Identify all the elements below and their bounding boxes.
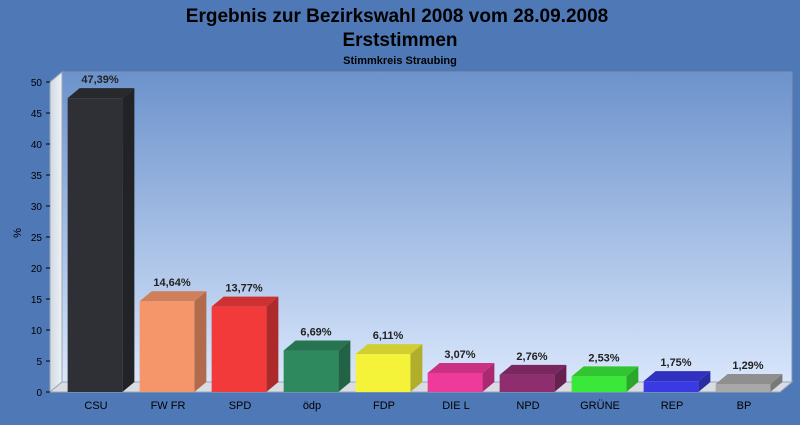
y-tick-label: 15 [31,295,43,306]
y-tick-label: 40 [31,140,43,151]
bar-side [410,344,423,392]
bar-top [643,371,711,382]
bar-front [283,350,339,392]
x-tick-label: FW FR [151,400,186,412]
y-axis: 0 5 10 15 20 25 30 35 40 45 50 [31,78,50,399]
y-tick-label: 0 [36,388,42,399]
x-tick-label: CSU [84,400,107,412]
bar-value-label: 1,29% [732,360,763,372]
chart-subtitle: Erststimmen [342,30,457,51]
bar-npd: 2,76% [499,351,567,392]
y-tick-label: 25 [31,233,43,244]
bar-value-label: 13,77% [225,283,263,295]
bar-top [283,340,351,351]
bar-fdp: 6,11% [355,330,423,392]
bar-front [427,372,483,392]
plot-side-wall [49,70,63,394]
bar-die-l: 3,07% [427,349,495,392]
y-tick-label: 50 [31,78,43,89]
bar-top [571,366,639,377]
bar-csu: 47,39% [67,74,135,392]
x-tick-label: SPD [229,400,252,412]
x-tick-label: ödp [303,400,321,412]
bar-top [67,88,135,99]
y-axis-label: % [12,228,24,238]
bar-grüne: 2,53% [571,352,639,392]
x-tick-label: REP [661,400,684,412]
bar-value-label: 2,76% [516,351,547,363]
chart-subsubtitle: Stimmkreis Straubing [343,55,457,67]
x-tick-label: GRÜNE [580,400,620,412]
bar-value-label: 1,75% [660,357,691,369]
x-tick-label: NPD [516,400,539,412]
bar-side [554,364,567,392]
bar-side [626,366,639,392]
bar-spd: 13,77% [211,283,279,392]
bar-front [643,381,699,392]
y-tick-label: 35 [31,171,43,182]
bar-value-label: 2,53% [588,352,619,364]
chart-title: Ergebnis zur Bezirkswahl 2008 vom 28.09.… [186,6,608,27]
bar-value-label: 6,11% [373,330,404,342]
bar-side [770,374,783,392]
bar-value-label: 14,64% [153,277,191,289]
x-tick-label: FDP [373,400,395,412]
bar-rep: 1,75% [643,357,711,392]
bar-side [122,88,135,392]
bar-side [698,371,711,392]
bar-fw-fr: 14,64% [139,277,207,392]
bar-value-label: 6,69% [300,327,331,339]
x-axis: CSU FW FR SPD ödp FDP DIE L NPD GRÜNE REP BP [84,400,751,412]
bar-front [139,301,195,392]
y-tick-label: 20 [31,264,43,275]
y-tick-label: 5 [36,357,42,368]
bars: 47,39% 14,64% 13,77% 6,69% 6,11% 3,07% 2,76% 2,… [67,74,783,392]
bar-front [355,354,411,392]
bar-front [571,376,627,392]
bar-top [427,362,495,373]
bar-side [482,362,495,392]
bar-value-label: 47,39% [81,74,119,86]
bar-front [499,374,555,392]
bar-front [715,384,771,392]
bar-side [266,296,279,392]
x-tick-label: DIE L [442,400,470,412]
bar-top [139,291,207,302]
bar-side [194,291,207,392]
bar-side [338,340,351,392]
bar-top [499,364,567,375]
bar-ödp: 6,69% [283,327,351,392]
y-tick-label: 45 [31,109,43,120]
bar-top [355,344,423,355]
bar-front [211,306,267,392]
bar-value-label: 3,07% [444,349,475,361]
bar-front [67,98,123,392]
bar-bp: 1,29% [715,360,783,392]
x-tick-label: BP [737,400,752,412]
bar-top [211,296,279,307]
y-tick-label: 30 [31,202,43,213]
bar-top [715,374,783,385]
y-tick-label: 10 [31,326,43,337]
